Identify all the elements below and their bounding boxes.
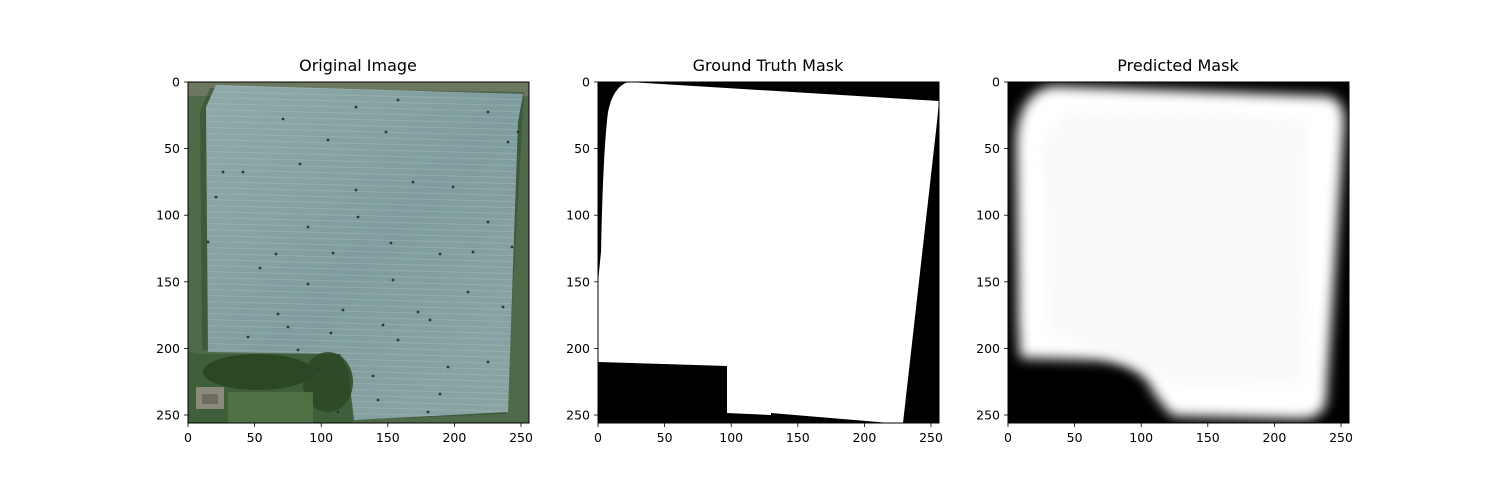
x-tick-label: 50 <box>657 430 673 445</box>
panel-ground-truth: Ground Truth Mask 0 50 100 150 200 250 0 50 100 1… <box>560 0 990 500</box>
predicted-mask-image <box>1008 82 1349 423</box>
axes-original: 0 50 100 150 200 250 0 50 100 150 200 250 <box>156 75 533 446</box>
y-tick-label: 100 <box>156 208 180 223</box>
panel-title-ground-truth: Ground Truth Mask <box>692 56 844 75</box>
x-tick-label: 0 <box>594 430 602 445</box>
x-tick-label: 250 <box>919 430 943 445</box>
x-tick-label: 0 <box>1004 430 1012 445</box>
x-tick-label: 250 <box>509 430 533 445</box>
y-tick-label: 150 <box>156 274 180 289</box>
y-tick-label: 0 <box>172 75 180 90</box>
x-tick-label: 100 <box>309 430 333 445</box>
y-tick-label: 0 <box>582 75 590 90</box>
panel-title-predicted: Predicted Mask <box>1117 56 1239 75</box>
x-tick-label: 200 <box>852 430 876 445</box>
x-tick-label: 200 <box>442 430 466 445</box>
axis-ticks-ground-truth: 0 50 100 150 200 250 0 50 100 150 200 250 <box>566 75 943 446</box>
x-tick-label: 100 <box>719 430 743 445</box>
axes-ground-truth: 0 50 100 150 200 250 0 50 100 150 200 250 <box>566 75 943 446</box>
ground-truth-mask-image <box>598 82 939 423</box>
y-tick-label: 250 <box>156 408 180 423</box>
panel-original: Original Image <box>150 0 580 500</box>
y-tick-label: 0 <box>992 75 1000 90</box>
y-tick-label: 250 <box>976 408 1000 423</box>
axis-ticks-original: 0 50 100 150 200 250 0 50 100 150 200 250 <box>156 75 533 446</box>
x-tick-label: 150 <box>376 430 400 445</box>
x-tick-label: 150 <box>786 430 810 445</box>
y-tick-label: 200 <box>156 341 180 356</box>
y-tick-label: 200 <box>566 341 590 356</box>
panel-title-original: Original Image <box>299 56 417 75</box>
x-tick-label: 200 <box>1262 430 1286 445</box>
axes-predicted: 0 50 100 150 200 250 0 50 100 150 200 250 <box>976 75 1353 446</box>
x-tick-label: 50 <box>1067 430 1083 445</box>
x-tick-label: 100 <box>1129 430 1153 445</box>
x-tick-label: 150 <box>1196 430 1220 445</box>
y-tick-label: 50 <box>984 141 1000 156</box>
x-tick-label: 50 <box>247 430 263 445</box>
y-tick-label: 250 <box>566 408 590 423</box>
y-tick-label: 150 <box>976 274 1000 289</box>
y-tick-label: 100 <box>566 208 590 223</box>
x-tick-label: 250 <box>1329 430 1353 445</box>
satellite-field-image <box>188 82 529 423</box>
y-tick-label: 50 <box>164 141 180 156</box>
axis-ticks-predicted: 0 50 100 150 200 250 0 50 100 150 200 250 <box>976 75 1353 446</box>
x-tick-label: 0 <box>184 430 192 445</box>
y-tick-label: 100 <box>976 208 1000 223</box>
panel-predicted: Predicted Mask 0 50 100 150 200 250 0 50 100 150 2… <box>970 0 1400 500</box>
y-tick-label: 200 <box>976 341 1000 356</box>
y-tick-label: 150 <box>566 274 590 289</box>
y-tick-label: 50 <box>574 141 590 156</box>
